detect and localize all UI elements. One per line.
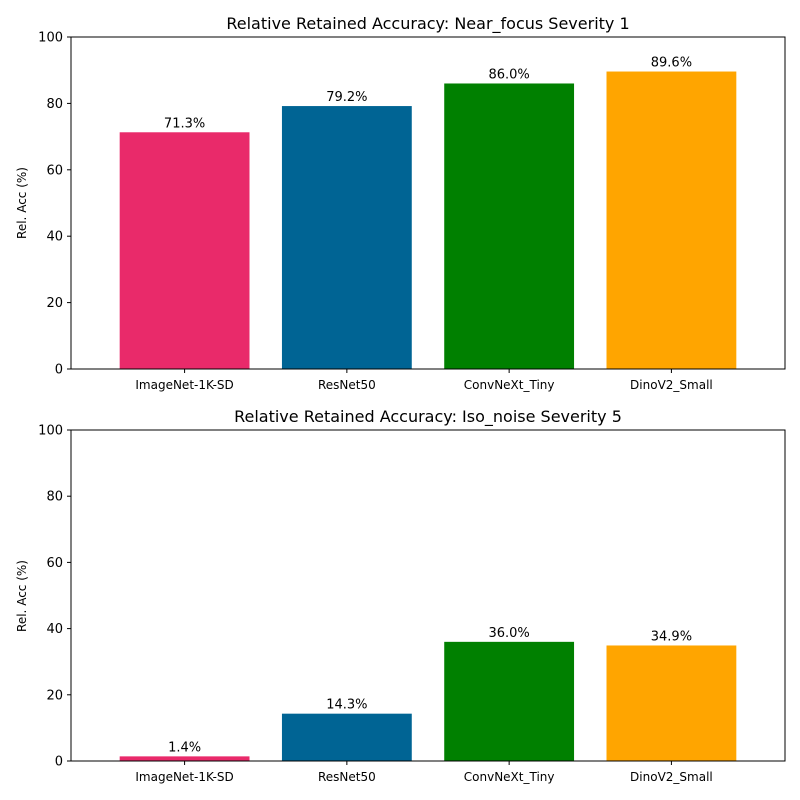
data-label: 86.0% xyxy=(488,67,529,82)
y-tick-label: 80 xyxy=(46,490,63,505)
axes-frame xyxy=(70,429,786,762)
x-tick-label: DinoV2_Small xyxy=(630,378,713,392)
axes-frame xyxy=(70,36,786,370)
x-tick-label: ImageNet-1K-SD xyxy=(135,378,233,392)
bar-resnet50 xyxy=(281,106,412,369)
chart-title: Relative Retained Accuracy: Iso_noise Se… xyxy=(234,407,622,427)
data-label: 89.6% xyxy=(651,56,692,71)
y-axis-label: Rel. Acc (%) xyxy=(15,560,29,632)
y-tick-label: 60 xyxy=(46,556,63,571)
x-tick-label: ConvNeXt_Tiny xyxy=(464,378,555,392)
y-tick-label: 20 xyxy=(46,688,63,703)
y-tick-label: 80 xyxy=(46,97,63,112)
x-tick-label: ResNet50 xyxy=(318,770,376,784)
data-label: 79.2% xyxy=(326,90,367,105)
bar-imagenet-1k-sd xyxy=(119,756,250,761)
x-tick-label: DinoV2_Small xyxy=(630,770,713,784)
data-label: 34.9% xyxy=(651,629,692,644)
chart-panel-1: Relative Retained Accuracy: Near_focus S… xyxy=(15,14,786,392)
y-tick-label: 0 xyxy=(55,755,63,770)
y-tick-label: 20 xyxy=(46,296,63,311)
data-label: 36.0% xyxy=(488,626,529,641)
y-tick-label: 0 xyxy=(55,363,63,378)
chart-title: Relative Retained Accuracy: Near_focus S… xyxy=(226,14,629,34)
bar-convnext-tiny xyxy=(444,641,575,761)
y-tick-label: 40 xyxy=(46,230,63,245)
bar-resnet50 xyxy=(281,713,412,761)
x-tick-label: ResNet50 xyxy=(318,378,376,392)
x-tick-label: ConvNeXt_Tiny xyxy=(464,770,555,784)
x-tick-label: ImageNet-1K-SD xyxy=(135,770,233,784)
y-tick-label: 100 xyxy=(38,424,63,439)
bar-convnext-tiny xyxy=(444,83,575,369)
y-tick-label: 100 xyxy=(38,31,63,46)
bar-dinov2-small xyxy=(606,71,737,369)
y-tick-label: 40 xyxy=(46,622,63,637)
bar-imagenet-1k-sd xyxy=(119,132,250,369)
data-label: 1.4% xyxy=(168,740,201,755)
y-axis-label: Rel. Acc (%) xyxy=(15,167,29,239)
y-tick-label: 60 xyxy=(46,163,63,178)
bar-dinov2-small xyxy=(606,645,737,761)
data-label: 14.3% xyxy=(326,698,367,713)
chart-panel-2: Relative Retained Accuracy: Iso_noise Se… xyxy=(15,407,786,784)
data-label: 71.3% xyxy=(164,116,205,131)
